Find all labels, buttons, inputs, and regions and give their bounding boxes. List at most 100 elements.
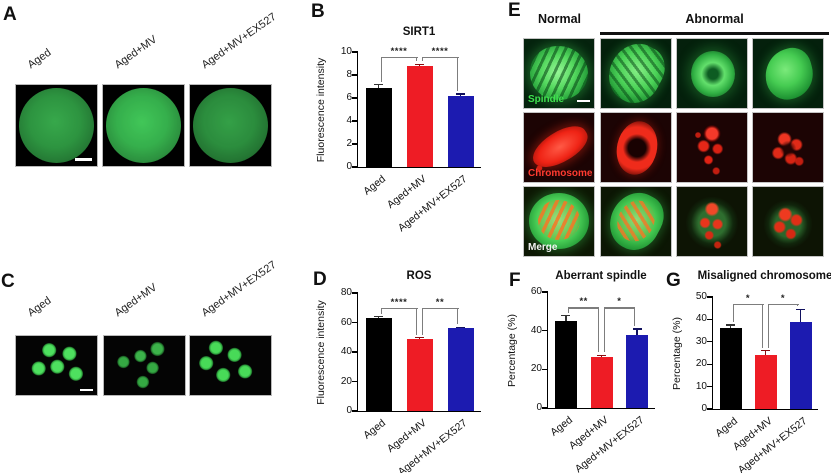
row-label-spindle: Spindle [528,94,565,105]
significance-bracket [767,303,769,348]
significance-bracket [421,307,423,335]
significance-label: ** [435,296,445,308]
condition-label-aged-mv: Aged+MV [112,33,160,72]
aberrant-spindle-bar-chart: Aberrant spindle Percentage (%) 0 20 40 60 A… [500,240,660,473]
spindle-fluorescence [601,39,671,108]
micrograph-spindle-abnormal-3 [752,38,824,109]
micrograph-chromosome-abnormal-2 [676,112,748,183]
error-bar [418,337,421,340]
micrograph-oocyte-aged-mv-ex527 [189,84,272,167]
chart-title: Misaligned chromosome [697,270,831,282]
misaligned-chromosome-bar-chart: Misaligned chromosome Percentage (%) 0 10… [658,240,831,473]
significance-bracket [421,56,423,62]
panel-letter-e: E [508,0,521,21]
y-tick-label: 6 [346,92,352,103]
error-bar [636,329,638,335]
error-bar-cap [761,350,770,352]
micrograph-merge-abnormal-2 [676,186,748,257]
error-bar [600,355,603,357]
significance-bracket [421,56,459,58]
y-tick-label: 0 [701,403,707,414]
bar-aged [719,328,742,409]
error-bar [459,93,462,96]
error-bar-cap [415,336,424,339]
scale-bar [577,99,590,102]
plot-area: 0 20 40 60 Aged Aged+MV Aged+MV+EX527 ** * [531,286,655,473]
significance-bracket [380,307,418,310]
chart-title: ROS [406,270,432,282]
spindle-fluorescence [530,46,588,100]
y-axis-label: Percentage (%) [506,314,518,387]
y-tick-mark [707,385,713,388]
micrograph-spindle-abnormal-1 [600,38,672,109]
y-tick-label: 0 [536,402,542,413]
condition-label-aged: Aged [25,46,54,72]
y-tick-mark [352,292,358,294]
significance-bracket [732,303,764,306]
error-bar [377,84,380,88]
significance-bracket [457,56,459,91]
significance-label: * [745,292,751,304]
y-tick-mark [352,166,358,168]
bar-aged [365,87,392,167]
y-tick-label: 4 [346,115,352,126]
bar-aged-mv-ex527 [789,321,812,409]
micrograph-spindle-normal: Spindle [523,38,595,109]
significance-bracket [633,307,636,327]
condition-label-aged-mv: Aged+MV [112,281,160,320]
bar-aged [365,318,392,411]
y-tick-label: 10 [695,380,707,392]
y-tick-mark [352,120,358,122]
y-tick-label: 8 [346,69,352,80]
significance-label: **** [390,45,408,57]
y-tick-mark [352,351,358,353]
significance-bracket [421,307,459,310]
x-tick-label: Aged+MV+EX527 [396,417,470,473]
micrograph-oocyte-aged [15,84,98,167]
y-tick-mark [542,407,548,409]
panel-letter-b: B [311,1,325,22]
error-bar-cap [374,84,383,86]
y-tick-mark [352,380,358,383]
y-tick-label: 40 [695,313,707,325]
error-bar-cap [597,354,606,356]
error-bar [377,316,380,319]
error-bar-cap [632,328,642,330]
y-tick-mark [352,74,358,76]
significance-bracket [797,303,799,307]
y-tick-mark [352,143,358,145]
condition-label-aged: Aged [25,294,54,320]
significance-bracket [380,56,382,82]
significance-bracket [598,307,600,353]
significance-bracket [767,303,799,306]
y-tick-mark [707,363,713,365]
plot-area: 0 10 20 30 40 50 Aged Aged+MV Aged+MV+EX527 * * [696,291,818,473]
error-bar-cap [374,315,383,318]
y-tick-mark [707,408,713,410]
chromosome-fluorescence [611,117,663,179]
error-bar [799,309,802,322]
y-tick-mark [352,410,358,412]
row-label-merge: Merge [528,242,558,253]
significance-bracket [380,307,382,314]
bar-aged-mv [406,65,433,167]
significance-bracket [457,307,459,325]
panel-letter-c: C [1,271,15,292]
significance-bracket [567,307,600,309]
error-bar-cap [456,93,465,95]
significance-bracket [567,307,570,313]
y-tick-mark [707,318,713,321]
panel-letter-d: D [313,269,327,290]
significance-label: **** [390,296,408,308]
error-bar-cap [415,63,424,66]
y-tick-label: 20 [340,375,352,387]
column-header-abnormal: Abnormal [685,12,744,26]
y-tick-label: 30 [695,335,707,347]
y-tick-label: 50 [695,291,707,302]
bar-aged-mv-ex527 [626,334,649,408]
panel-letter-a: A [3,4,17,25]
significance-label: * [780,292,786,304]
chart-title: SIRT1 [402,26,436,38]
y-tick-label: 20 [530,363,542,375]
